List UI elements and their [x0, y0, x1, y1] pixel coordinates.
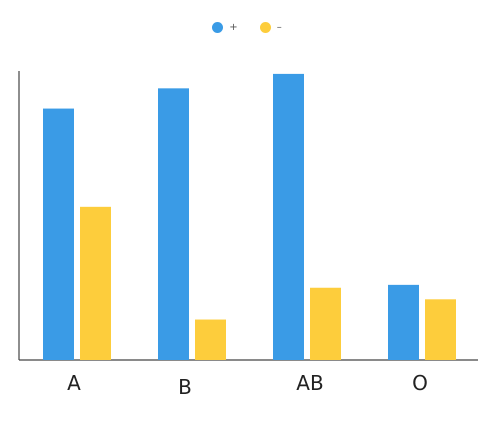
x-label-o: O [412, 371, 428, 395]
bar-o-negative[interactable] [425, 299, 456, 360]
bar-a-negative[interactable] [80, 206, 111, 360]
legend-label-positive: + [229, 22, 238, 33]
bar-a-positive[interactable] [43, 108, 74, 360]
x-label-a: A [67, 371, 81, 395]
legend-swatch-positive [212, 22, 224, 33]
bar-b-negative[interactable] [195, 319, 226, 360]
bar-b-positive[interactable] [158, 88, 189, 360]
bar-o-positive[interactable] [388, 284, 419, 360]
legend: + – [0, 22, 494, 33]
legend-item-negative[interactable]: – [259, 22, 282, 33]
legend-label-negative: – [276, 22, 282, 33]
x-tick-labels: A B AB O [67, 371, 428, 399]
x-label-b: B [178, 375, 192, 399]
x-label-ab: AB [296, 371, 323, 395]
legend-swatch-negative [259, 22, 271, 33]
bars [43, 73, 456, 360]
bar-ab-positive[interactable] [273, 73, 304, 360]
legend-item-positive[interactable]: + [212, 22, 238, 33]
bar-ab-negative[interactable] [310, 287, 341, 360]
